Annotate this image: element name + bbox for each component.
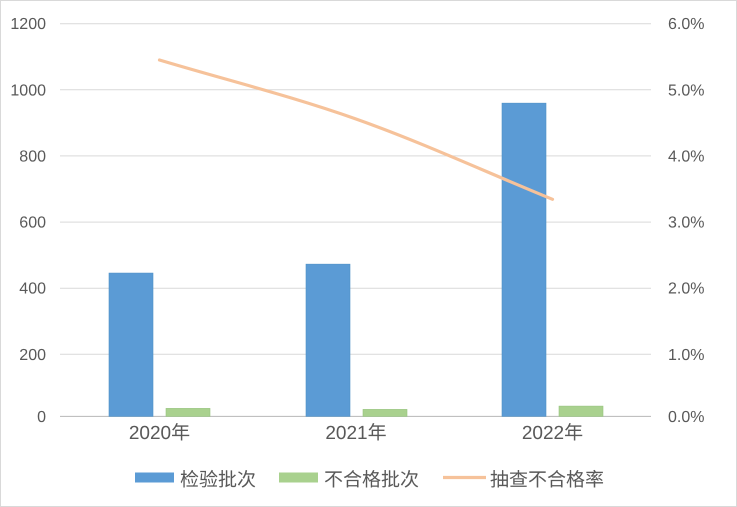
svg-text:1.0%: 1.0% <box>668 347 704 364</box>
svg-text:2020年: 2020年 <box>129 422 190 444</box>
svg-text:600: 600 <box>19 215 46 232</box>
svg-text:2.0%: 2.0% <box>668 281 704 298</box>
svg-text:6.0%: 6.0% <box>668 16 704 33</box>
svg-text:0.0%: 0.0% <box>668 409 704 426</box>
svg-text:5.0%: 5.0% <box>668 82 704 99</box>
svg-text:0: 0 <box>37 409 46 426</box>
svg-text:不合格批次: 不合格批次 <box>324 469 419 491</box>
svg-text:抽查不合格率: 抽查不合格率 <box>490 469 604 491</box>
svg-text:2021年: 2021年 <box>325 422 386 444</box>
svg-text:3.0%: 3.0% <box>668 215 704 232</box>
svg-text:1200: 1200 <box>10 16 46 33</box>
svg-text:400: 400 <box>19 281 46 298</box>
svg-text:200: 200 <box>19 347 46 364</box>
svg-text:4.0%: 4.0% <box>668 148 704 165</box>
svg-text:1000: 1000 <box>10 82 46 99</box>
svg-text:检验批次: 检验批次 <box>180 469 256 491</box>
svg-text:800: 800 <box>19 148 46 165</box>
svg-text:2022年: 2022年 <box>522 422 583 444</box>
